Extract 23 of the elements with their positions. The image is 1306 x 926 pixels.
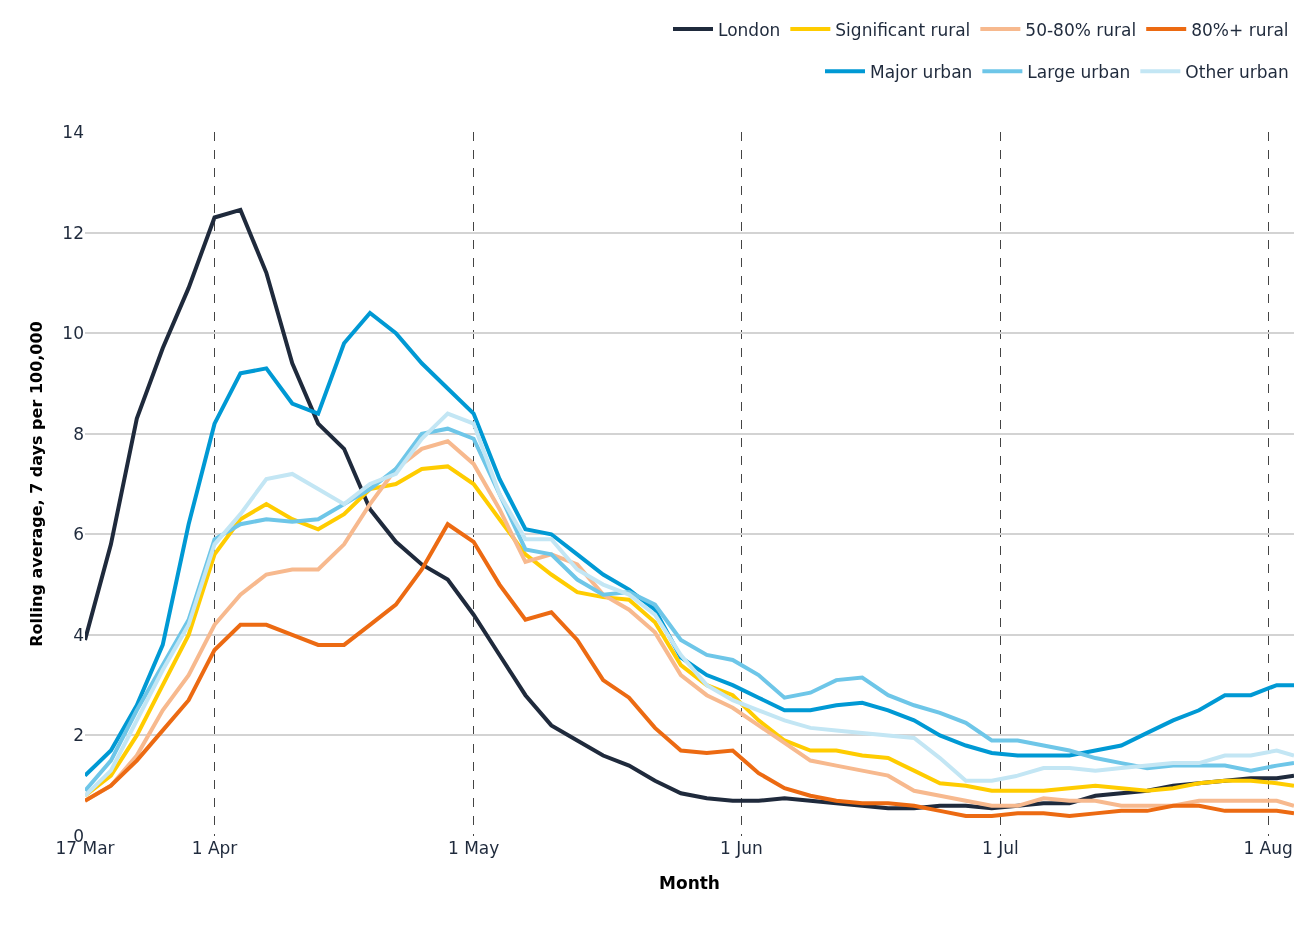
legend-label: 50-80% rural: [1025, 19, 1137, 40]
y-axis-title: Rolling average, 7 days per 100,000: [27, 321, 47, 647]
legend-label: Significant rural: [835, 19, 971, 40]
legend-label: London: [718, 19, 781, 40]
x-tick-label: 1 Jun: [719, 838, 763, 858]
x-tick-label: 1 May: [447, 838, 500, 858]
x-tick-label: 1 Jul: [982, 838, 1019, 858]
legend-label: Other urban: [1185, 61, 1289, 82]
y-tick-label: 12: [62, 222, 84, 243]
x-tick-label: 1 Aug: [1243, 838, 1293, 858]
y-tick-label: 8: [73, 423, 84, 444]
y-tick-label: 4: [73, 624, 84, 645]
y-tick-label: 10: [62, 323, 84, 344]
line-series: [85, 522, 1294, 818]
y-tick-label: 6: [73, 524, 84, 545]
legend-label: Major urban: [870, 61, 973, 82]
legend-label: Large urban: [1027, 61, 1131, 82]
x-axis-title: Month: [659, 873, 720, 894]
line-series: [85, 311, 1294, 778]
y-tick-label: 2: [73, 725, 84, 746]
legend-label: 80%+ rural: [1191, 19, 1289, 40]
x-tick-label: 1 Apr: [191, 838, 238, 858]
y-tick-label: 14: [62, 121, 84, 142]
